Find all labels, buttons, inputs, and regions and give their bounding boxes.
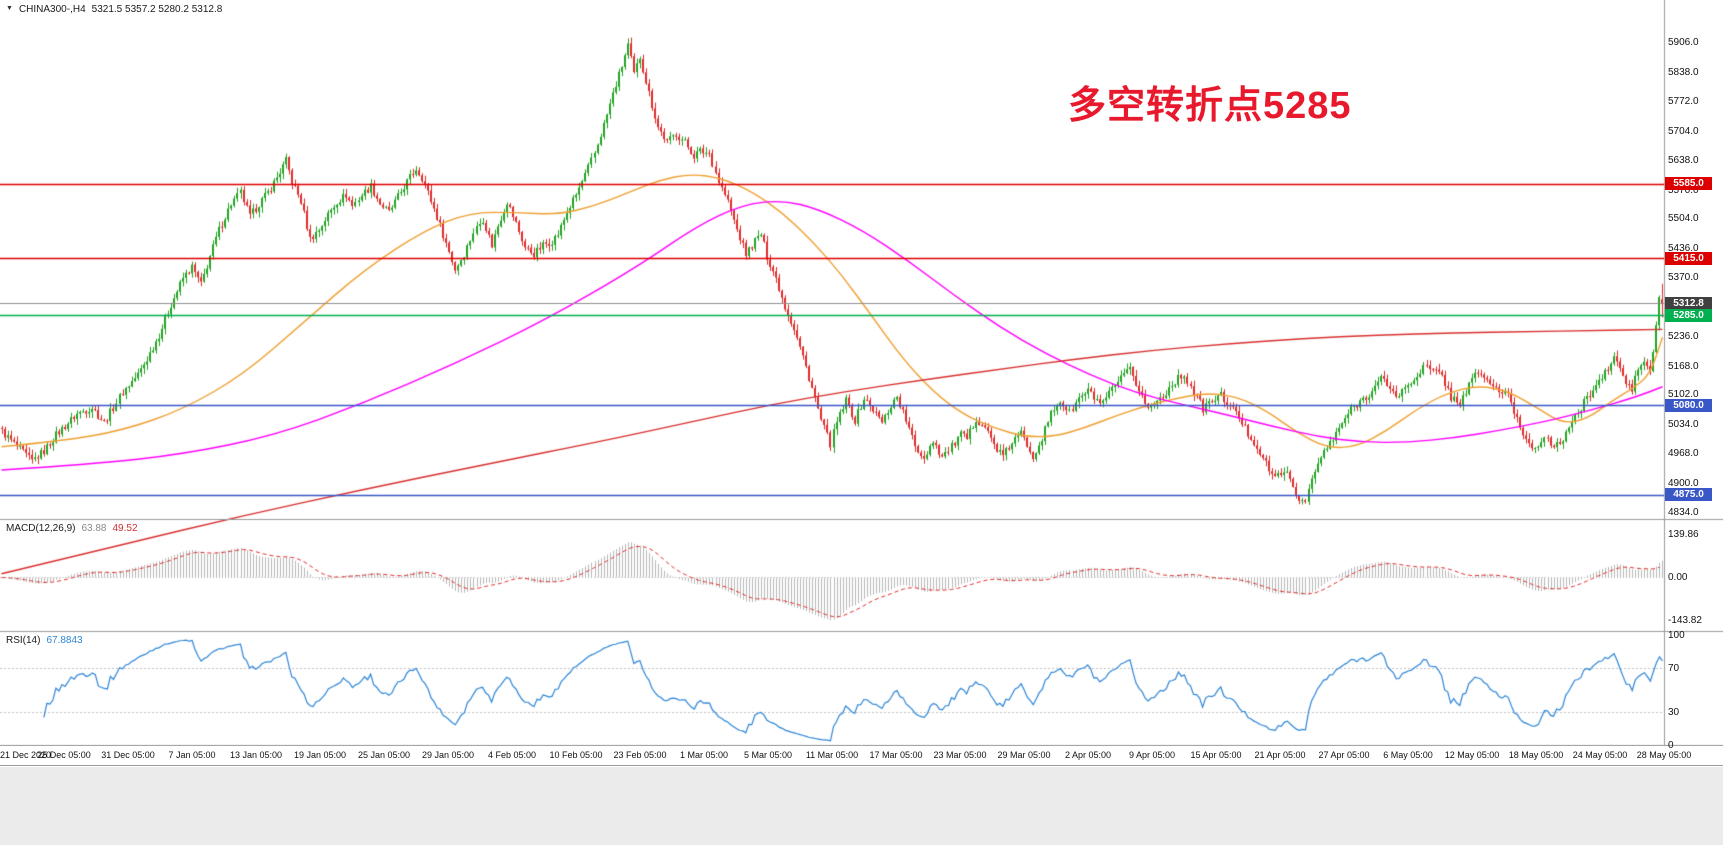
time-tick-label: 29 Jan 05:00 bbox=[421, 750, 475, 760]
price-tick-label: 5638.0 bbox=[1668, 154, 1699, 166]
time-tick-label: 27 Apr 05:00 bbox=[1318, 750, 1370, 760]
candlestick-chart-canvas[interactable] bbox=[0, 0, 1723, 746]
price-tick-label: 4834.0 bbox=[1668, 506, 1699, 518]
price-level-badge: 5312.8 bbox=[1665, 296, 1712, 310]
price-level-badge: 4875.0 bbox=[1665, 488, 1712, 502]
time-tick-label: 28 May 05:00 bbox=[1636, 750, 1692, 760]
time-tick-label: 29 Mar 05:00 bbox=[997, 750, 1051, 760]
macd-tick-label: -143.82 bbox=[1668, 615, 1702, 627]
ohlc-values-label: 5321.5 5357.2 5280.2 5312.8 bbox=[91, 4, 223, 15]
rsi-value: 67.8843 bbox=[46, 635, 83, 646]
price-level-badge: 5285.0 bbox=[1665, 308, 1712, 322]
price-tick-label: 5838.0 bbox=[1668, 67, 1699, 79]
time-tick-label: 13 Jan 05:00 bbox=[229, 750, 283, 760]
rsi-name: RSI(14) bbox=[6, 635, 41, 646]
time-tick-label: 12 May 05:00 bbox=[1444, 750, 1500, 760]
price-tick-label: 4968.0 bbox=[1668, 448, 1699, 460]
price-tick-label: 5370.0 bbox=[1668, 272, 1699, 284]
time-tick-label: 4 Feb 05:00 bbox=[487, 750, 537, 760]
time-tick-label: 2 Apr 05:00 bbox=[1064, 750, 1112, 760]
price-tick-label: 5504.0 bbox=[1668, 213, 1699, 225]
rsi-tick-label: 0 bbox=[1668, 740, 1674, 751]
time-tick-label: 18 May 05:00 bbox=[1508, 750, 1564, 760]
time-tick-label: 11 Mar 05:00 bbox=[805, 750, 859, 760]
time-tick-label: 19 Jan 05:00 bbox=[293, 750, 347, 760]
macd-tick-label: 0.00 bbox=[1668, 571, 1688, 583]
time-tick-label: 24 May 05:00 bbox=[1572, 750, 1628, 760]
time-tick-label: 31 Dec 05:00 bbox=[101, 750, 155, 760]
price-tick-label: 5704.0 bbox=[1668, 125, 1699, 137]
symbol-period-label: CHINA300-,H4 bbox=[18, 4, 86, 15]
price-tick-label: 5102.0 bbox=[1668, 389, 1699, 401]
symbol-ohlc-info: ▼ CHINA300-,H4 5321.5 5357.2 5280.2 5312… bbox=[6, 4, 222, 15]
price-tick-label: 5906.0 bbox=[1668, 37, 1699, 49]
price-tick-label: 5034.0 bbox=[1668, 419, 1699, 431]
annotation-text[interactable]: 多空转折点5285 bbox=[1068, 85, 1352, 127]
time-tick-label: 25 Jan 05:00 bbox=[357, 750, 411, 760]
rsi-tick-label: 30 bbox=[1668, 707, 1680, 718]
rsi-indicator-label: RSI(14) 67.8843 bbox=[6, 635, 83, 646]
macd-signal-value: 49.52 bbox=[112, 523, 138, 534]
macd-tick-label: 139.86 bbox=[1668, 528, 1699, 540]
time-tick-label: 1 Mar 05:00 bbox=[679, 750, 729, 760]
price-scale[interactable]: 5906.05838.05772.05704.05638.05570.05504… bbox=[1664, 0, 1723, 751]
macd-main-value: 63.88 bbox=[81, 523, 107, 534]
bottom-area bbox=[0, 767, 1723, 845]
time-tick-label: 5 Mar 05:00 bbox=[743, 750, 793, 760]
time-axis[interactable]: 21 Dec 2020 25 Dec 05:00 31 Dec 05:00 7 Jan… bbox=[0, 746, 1723, 766]
time-tick-label: 25 Dec 05:00 bbox=[37, 750, 91, 760]
price-tick-label: 5168.0 bbox=[1668, 360, 1699, 372]
time-tick-label: 9 Apr 05:00 bbox=[1128, 750, 1176, 760]
time-tick-label: 10 Feb 05:00 bbox=[549, 750, 603, 760]
price-level-badge: 5080.0 bbox=[1665, 398, 1712, 412]
symbol-dropdown-icon[interactable]: ▼ bbox=[6, 5, 13, 12]
price-tick-label: 5436.0 bbox=[1668, 243, 1699, 255]
time-tick-label: 15 Apr 05:00 bbox=[1190, 750, 1242, 760]
macd-name: MACD(12,26,9) bbox=[6, 523, 76, 534]
rsi-tick-label: 70 bbox=[1668, 663, 1680, 674]
time-tick-label: 21 Apr 05:00 bbox=[1254, 750, 1306, 760]
time-tick-label: 17 Mar 05:00 bbox=[869, 750, 923, 760]
time-tick-label: 6 May 05:00 bbox=[1383, 750, 1433, 760]
rsi-tick-label: 100 bbox=[1668, 630, 1685, 641]
time-tick-label: 23 Mar 05:00 bbox=[933, 750, 987, 760]
time-tick-label: 23 Feb 05:00 bbox=[613, 750, 667, 760]
price-tick-label: 5236.0 bbox=[1668, 330, 1699, 342]
price-tick-label: 4900.0 bbox=[1668, 477, 1699, 489]
time-tick-label: 7 Jan 05:00 bbox=[168, 750, 216, 760]
price-level-badge: 5415.0 bbox=[1665, 251, 1712, 265]
price-tick-label: 5772.0 bbox=[1668, 96, 1699, 108]
price-level-badge: 5585.0 bbox=[1665, 177, 1712, 191]
time-tick-label: 21 Dec 2020 bbox=[0, 750, 52, 760]
macd-indicator-label: MACD(12,26,9) 63.88 49.52 bbox=[6, 523, 138, 534]
